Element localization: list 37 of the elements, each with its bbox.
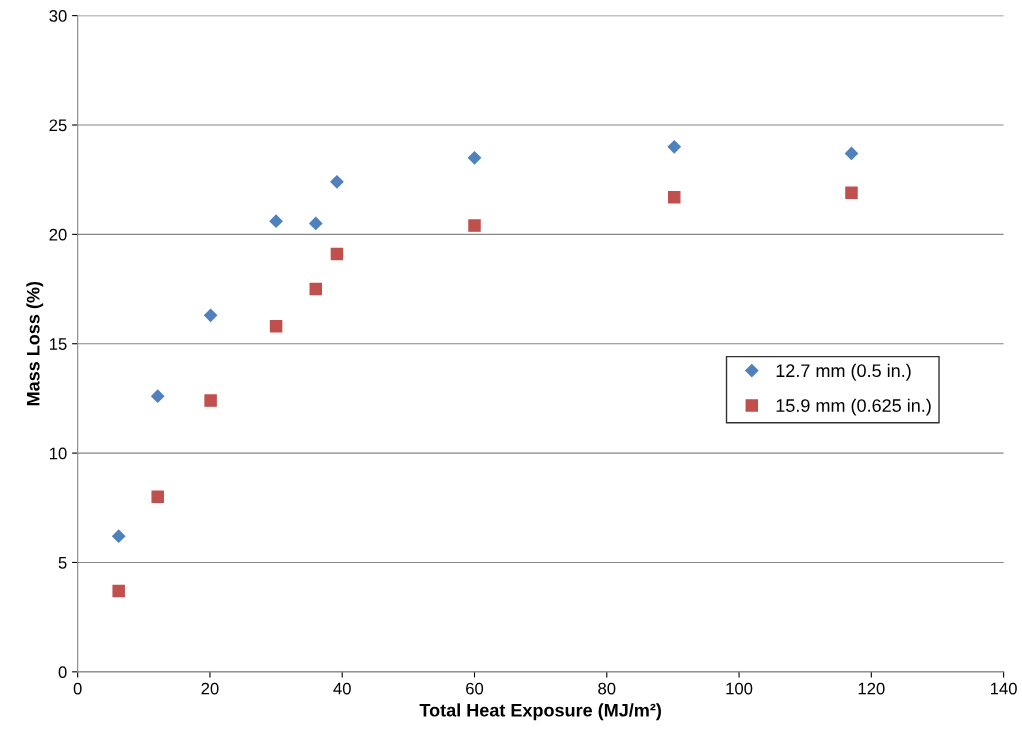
- point: [151, 490, 164, 504]
- point: [204, 308, 218, 322]
- point: [468, 219, 481, 232]
- x-tick-label: 140: [990, 682, 1017, 695]
- point: [309, 216, 323, 231]
- x-tick-label: 80: [598, 682, 616, 695]
- point: [667, 190, 681, 204]
- point: [269, 319, 283, 333]
- point: [112, 529, 126, 543]
- y-axis-title: Mass Loss (%): [26, 281, 44, 406]
- y-tick-label: 10: [49, 447, 67, 460]
- y-tick-label: 30: [49, 10, 67, 22]
- y-tick-label: 25: [49, 119, 67, 132]
- x-tick-label: 0: [73, 682, 82, 695]
- x-tick-label: 60: [466, 682, 484, 695]
- y-tick-label: 20: [49, 228, 67, 241]
- x-tick-label: 120: [858, 682, 885, 695]
- point: [112, 584, 125, 598]
- point: [269, 214, 283, 228]
- point: [667, 140, 681, 154]
- x-tick-label: 100: [726, 682, 753, 695]
- point: [845, 186, 858, 200]
- point: [204, 394, 217, 407]
- point: [330, 247, 344, 261]
- point: [151, 389, 165, 403]
- legend-label: 15.9 mm (0.625 in.): [776, 398, 931, 416]
- point: [844, 146, 859, 161]
- point: [467, 151, 482, 165]
- point: [309, 282, 323, 296]
- point: [330, 175, 344, 189]
- y-tick-label: 0: [58, 666, 67, 679]
- y-tick-label: 5: [58, 557, 67, 569]
- legend-label: 12.7 mm (0.5 in.): [776, 363, 911, 381]
- x-tick-label: 40: [333, 682, 351, 695]
- y-tick-label: 15: [49, 338, 67, 350]
- x-tick-label: 20: [201, 682, 219, 695]
- x-axis-title: Total Heat Exposure (MJ/m²): [419, 703, 661, 721]
